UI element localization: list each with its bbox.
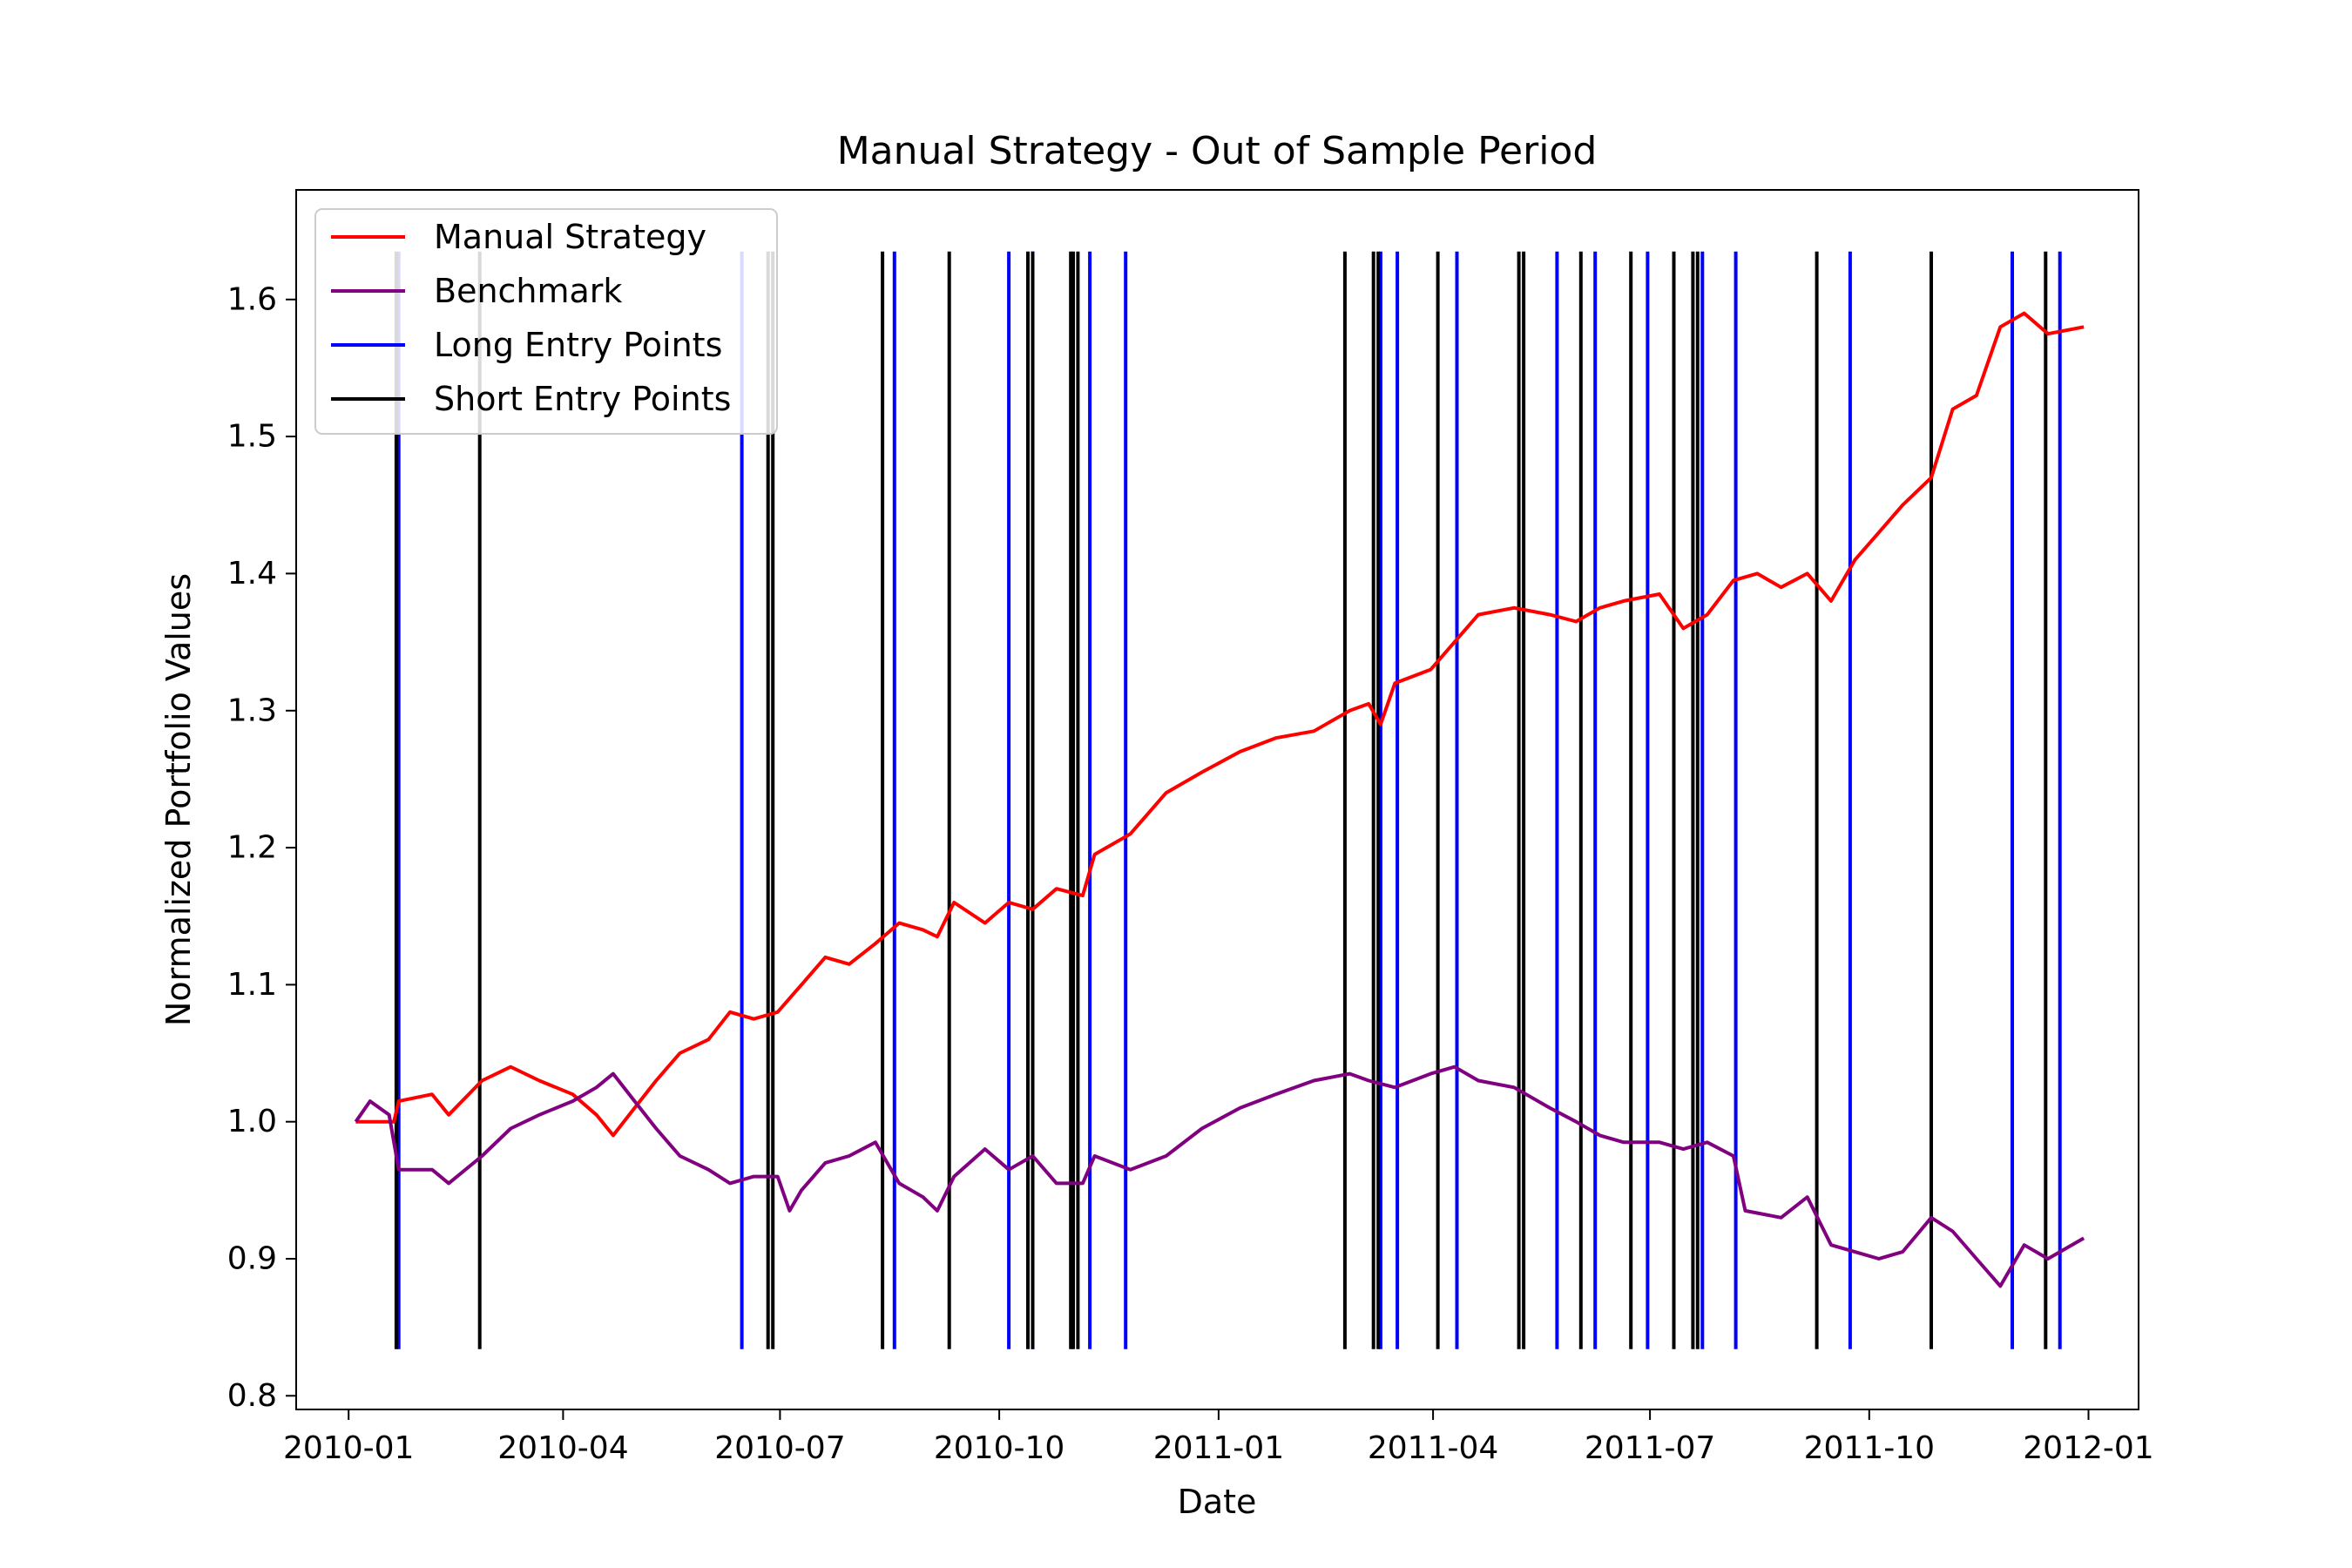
legend-label-long-entry-points: Long Entry Points xyxy=(434,326,722,364)
plot-frame xyxy=(295,189,2139,1410)
series-line-benchmark xyxy=(354,1064,2085,1288)
legend-box xyxy=(314,208,778,435)
legend-label-benchmark: Benchmark xyxy=(434,272,622,310)
x-tick-label: 2010-04 xyxy=(497,1430,628,1466)
x-tick-label: 2011-07 xyxy=(1585,1430,1715,1466)
y-tick-label: 0.9 xyxy=(227,1241,277,1277)
series-lines xyxy=(354,311,2085,1288)
y-tick-label: 1.2 xyxy=(227,830,277,866)
y-tick-label: 1.0 xyxy=(227,1104,277,1139)
legend: Manual Strategy Benchmark Long Entry Poi… xyxy=(314,208,778,435)
legend-label-short-entry-points: Short Entry Points xyxy=(434,380,731,418)
x-tick-label: 2010-07 xyxy=(714,1430,845,1466)
x-tick-label: 2012-01 xyxy=(2023,1430,2153,1466)
y-tick-label: 1.3 xyxy=(227,693,277,728)
legend-label-manual-strategy: Manual Strategy xyxy=(434,218,706,256)
y-tick-label: 0.8 xyxy=(227,1378,277,1414)
x-tick-label: 2011-10 xyxy=(1804,1430,1935,1466)
x-tick-label: 2011-04 xyxy=(1368,1430,1498,1466)
x-tick-label: 2010-10 xyxy=(934,1430,1064,1466)
y-axis: 0.8 0.9 1.0 1.1 1.2 1.3 1.4 1.5 1.6 xyxy=(227,281,296,1414)
x-tick-label: 2011-01 xyxy=(1153,1430,1284,1466)
x-axis-label: Date xyxy=(1178,1483,1257,1521)
y-tick-label: 1.1 xyxy=(227,967,277,1003)
chart-title: Manual Strategy - Out of Sample Period xyxy=(837,129,1598,173)
y-tick-label: 1.5 xyxy=(227,419,277,455)
x-tick-label: 2010-01 xyxy=(283,1430,414,1466)
y-axis-label: Normalized Portfolio Values xyxy=(159,573,198,1026)
x-axis: 2010-01 2010-04 2010-07 2010-10 2011-01 2011-… xyxy=(283,1409,2154,1466)
y-tick-label: 1.6 xyxy=(227,281,277,317)
y-tick-label: 1.4 xyxy=(227,556,277,591)
